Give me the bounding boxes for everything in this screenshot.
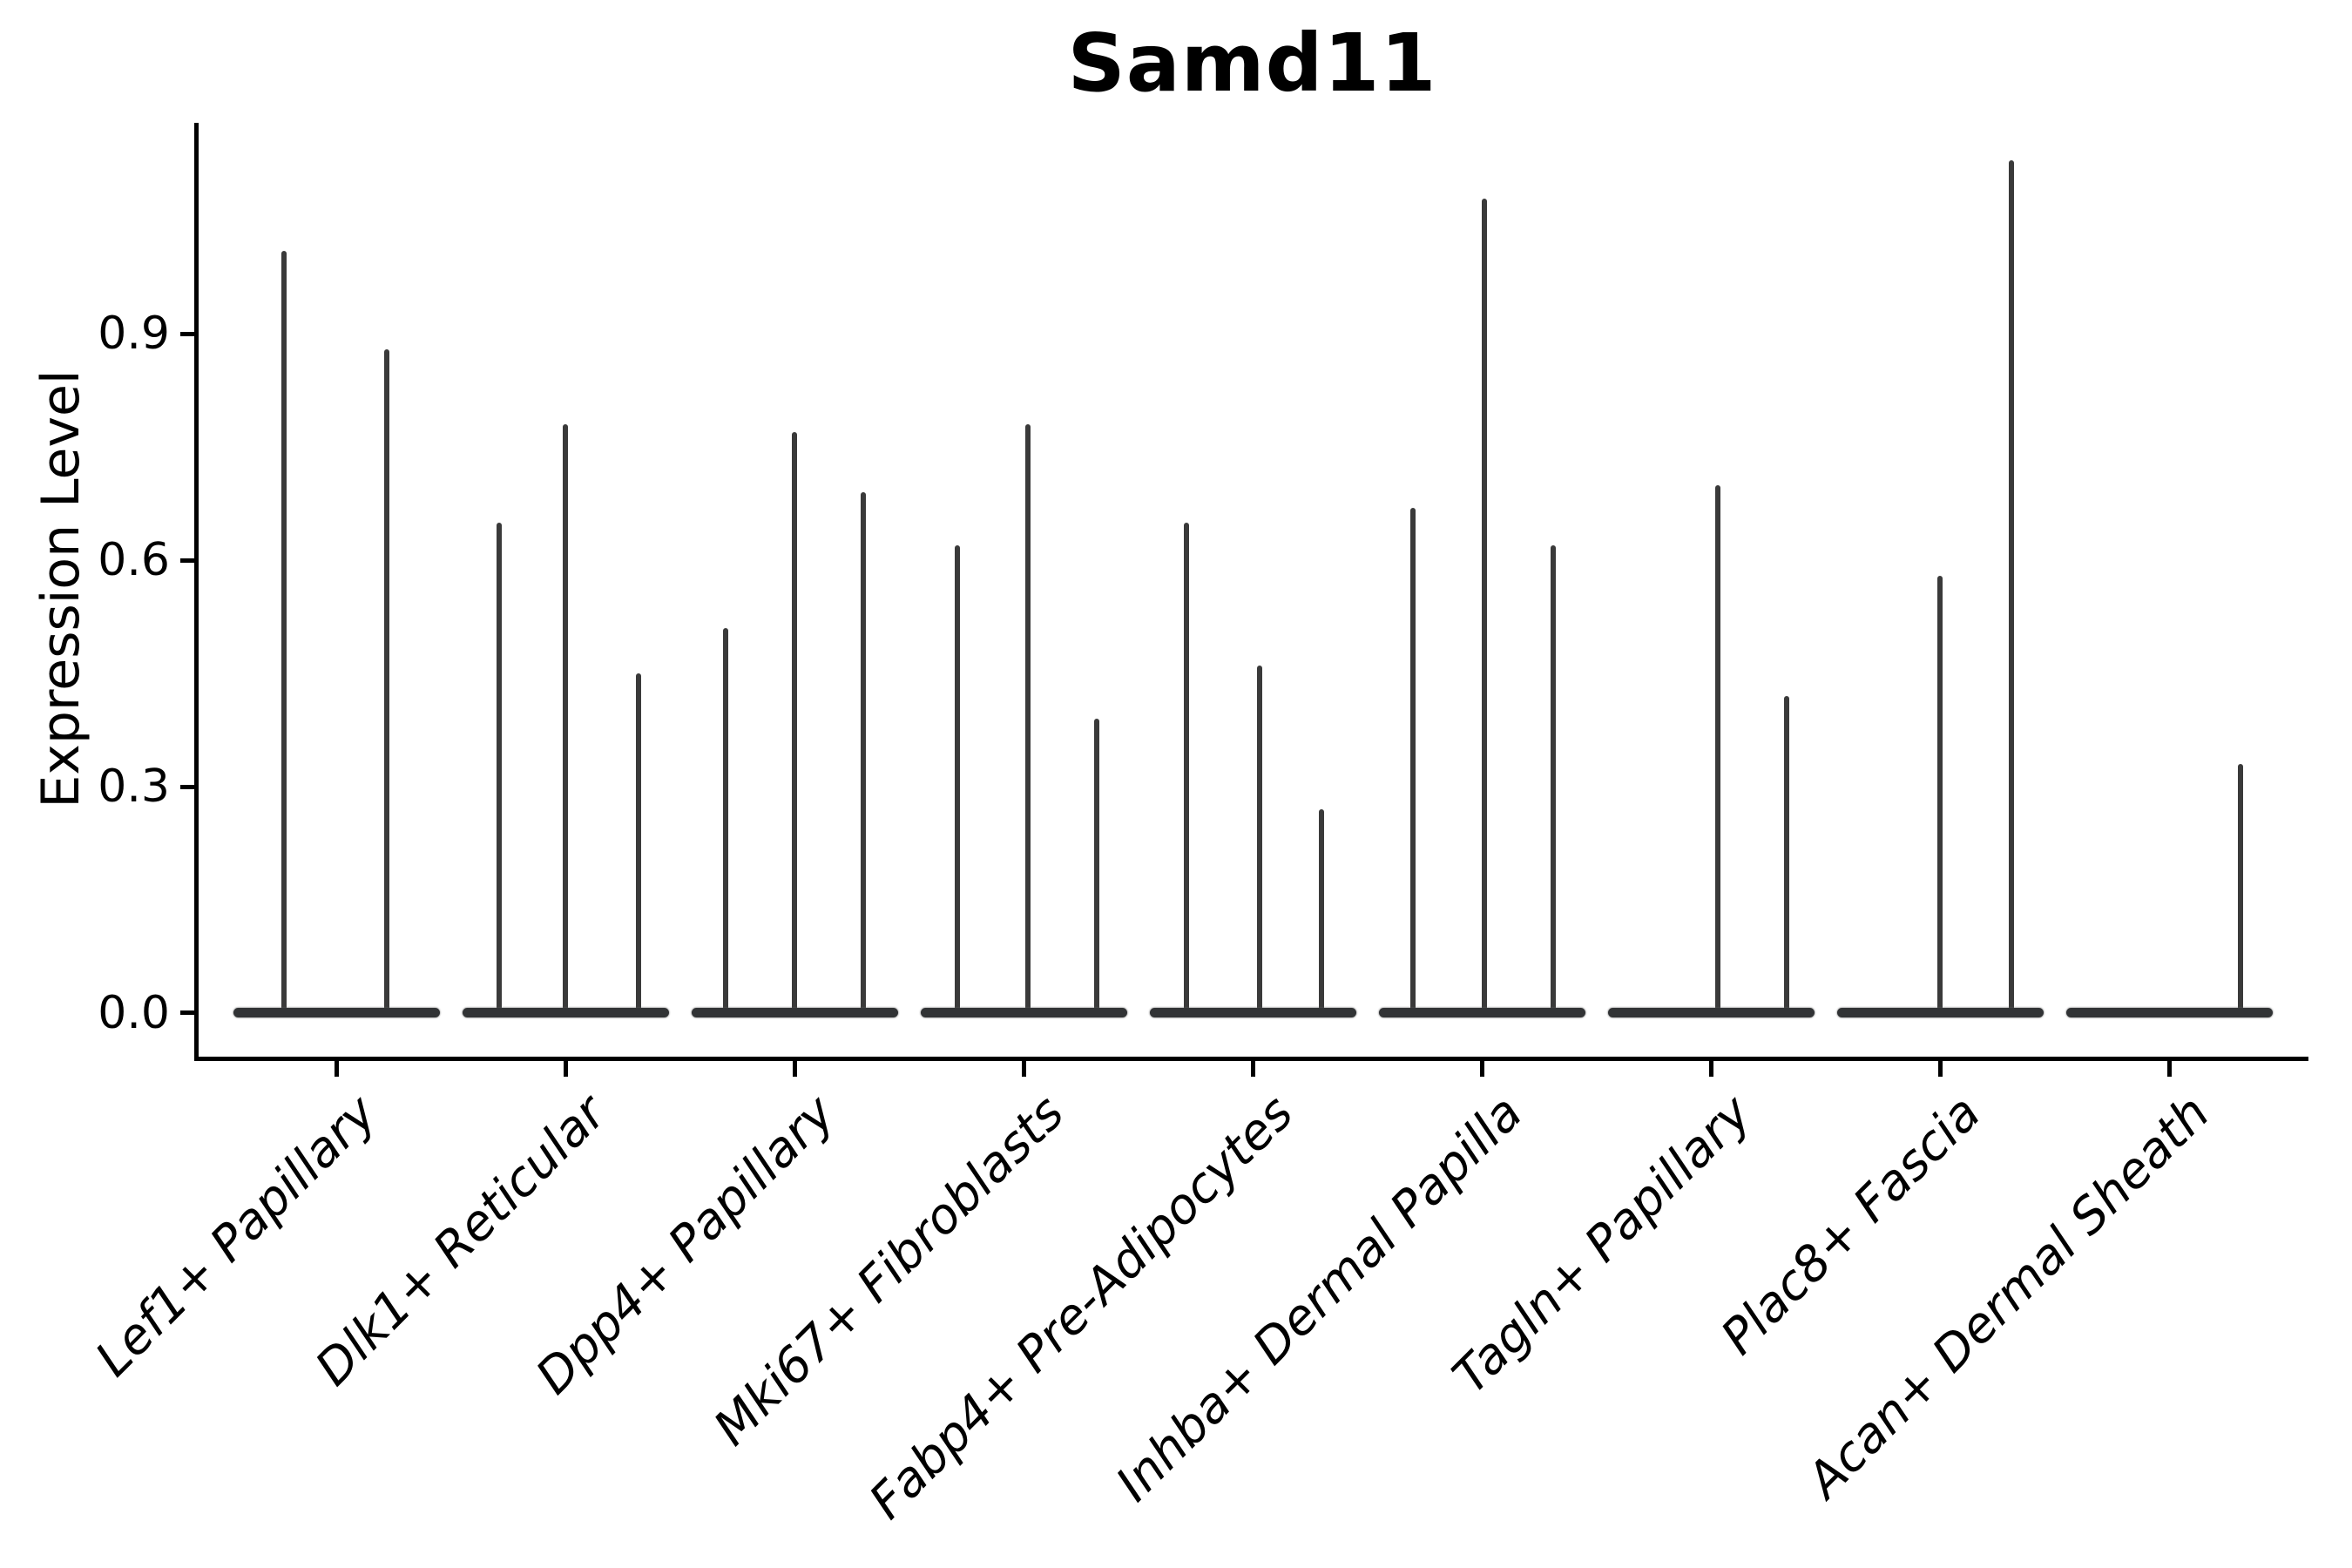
x-tick-label: Fabp4+ Pre-Adipocytes	[858, 1085, 1305, 1531]
x-tick-label: Dlk1+ Reticular	[304, 1085, 618, 1397]
violin-body	[691, 1008, 898, 1018]
violin-spike	[1937, 575, 1943, 1016]
violin-spike	[723, 628, 729, 1016]
violin-spike	[496, 522, 502, 1016]
violin-spike	[1318, 808, 1324, 1016]
y-tick-label: 0.9	[98, 308, 170, 361]
violin-spike	[954, 544, 960, 1016]
violin-spike	[1714, 484, 1720, 1016]
violin-spike	[280, 251, 287, 1016]
x-tick-label: Inhba+ Dermal Papilla	[1105, 1085, 1534, 1513]
violin-spike	[1183, 522, 1189, 1016]
x-tick-label: Mki67+ Fibroblasts	[703, 1085, 1076, 1456]
violin-body	[1836, 1008, 2044, 1018]
violin-spike	[1256, 666, 1262, 1016]
x-tick-label: Dpp4+ Papillary	[525, 1085, 847, 1406]
x-tick	[1250, 1061, 1255, 1077]
y-tick-label: 0.0	[98, 986, 170, 1039]
x-tick	[1708, 1061, 1713, 1077]
violin-spike	[636, 673, 642, 1016]
x-tick	[563, 1061, 568, 1077]
violin-spike	[1550, 544, 1556, 1016]
violin-spike	[1410, 507, 1416, 1016]
violin-spike	[1481, 198, 1487, 1016]
y-tick-label: 0.3	[98, 760, 170, 813]
violin-body	[233, 1008, 440, 1018]
x-tick	[1937, 1061, 1943, 1077]
violin-spike	[792, 432, 797, 1016]
violin-spike	[383, 348, 389, 1016]
violin-spike	[860, 492, 866, 1016]
y-axis-spine	[194, 123, 199, 1061]
violin-body	[920, 1008, 1127, 1018]
violin-spike	[1783, 696, 1789, 1016]
x-axis-spine	[194, 1057, 2308, 1061]
y-tick	[180, 558, 194, 563]
y-tick	[180, 784, 194, 789]
violin-spike	[563, 424, 568, 1016]
x-tick	[2166, 1061, 2172, 1077]
violin-body	[2065, 1008, 2273, 1018]
x-tick-label: Plac8+ Fascia	[1710, 1085, 1992, 1366]
x-tick	[334, 1061, 339, 1077]
violin-body	[462, 1008, 669, 1018]
violin-body	[1149, 1008, 1356, 1018]
violin-spike	[1094, 719, 1100, 1016]
y-tick-label: 0.6	[98, 534, 170, 587]
violin-spike	[2237, 764, 2243, 1016]
violin-body	[1378, 1008, 1585, 1018]
x-tick	[1479, 1061, 1484, 1077]
violin-spike	[2008, 160, 2014, 1016]
violin-body	[1607, 1008, 1815, 1018]
x-tick-label: Tagln+ Papillary	[1442, 1085, 1763, 1405]
y-tick	[180, 331, 194, 336]
y-tick	[180, 1010, 194, 1016]
x-tick	[792, 1061, 797, 1077]
chart-title: Samd11	[1067, 17, 1437, 110]
x-tick	[1021, 1061, 1026, 1077]
x-tick-label: Acan+ Dermal Sheath	[1796, 1085, 2221, 1510]
violin-spike	[1025, 424, 1031, 1016]
